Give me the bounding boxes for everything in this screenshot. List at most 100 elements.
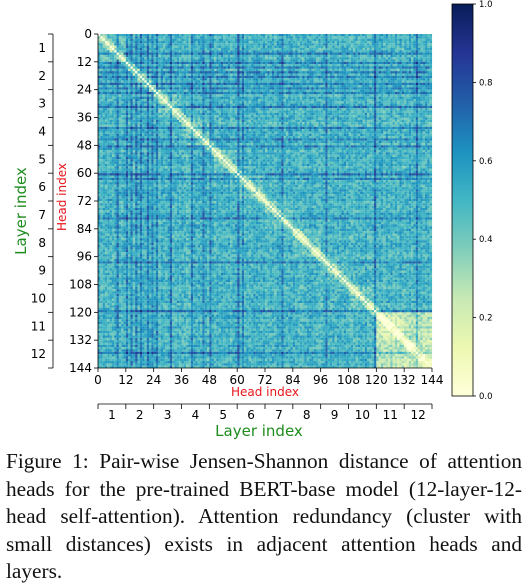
heatmap-cell: [197, 68, 201, 72]
heatmap-cell: [292, 36, 296, 39]
heatmap-cell: [186, 108, 189, 111]
heatmap-cell: [260, 50, 263, 53]
heatmap-cell: [169, 54, 173, 58]
heatmap-cell: [353, 73, 356, 76]
heatmap-cell: [276, 64, 279, 67]
heatmap-cell: [109, 80, 112, 83]
heatmap-cell: [158, 75, 161, 79]
heatmap-cell: [204, 110, 208, 113]
heatmap-cell: [343, 101, 347, 104]
heatmap-cell: [193, 87, 196, 90]
heatmap-cell: [197, 75, 201, 79]
heatmap-cell: [114, 61, 117, 65]
heatmap-cell: [406, 80, 409, 83]
heatmap-cell: [125, 101, 129, 104]
heatmap-cell: [202, 101, 205, 104]
heatmap-cell: [128, 57, 131, 60]
heatmap-cell: [276, 80, 279, 83]
heatmap-cell: [380, 68, 384, 72]
heatmap-cell: [230, 68, 233, 72]
heatmap-cell: [130, 61, 133, 65]
heatmap-cell: [197, 64, 201, 67]
heatmap-cell: [111, 91, 115, 95]
heatmap-cell: [350, 96, 354, 100]
heatmap-cell: [397, 75, 400, 79]
heatmap-cell: [306, 43, 310, 46]
heatmap-cell: [218, 78, 221, 81]
heatmap-cell: [260, 38, 263, 42]
heatmap-cell: [102, 36, 106, 39]
heatmap-cell: [160, 85, 164, 88]
heatmap-cell: [385, 52, 388, 55]
heatmap-cell: [146, 94, 150, 97]
heatmap-cell: [295, 34, 298, 37]
heatmap-cell: [334, 91, 337, 95]
heatmap-cell: [332, 61, 335, 65]
heatmap-cell: [204, 66, 208, 69]
heatmap-cell: [425, 105, 428, 109]
heatmap-cell: [176, 94, 180, 97]
heatmap-cell: [109, 71, 112, 74]
heatmap-cell: [107, 82, 110, 86]
heatmap-cell: [218, 98, 221, 102]
heatmap-cell: [137, 61, 140, 65]
heatmap-cell: [299, 38, 303, 42]
heatmap-cell: [223, 101, 226, 104]
heatmap-cell: [246, 89, 249, 93]
heatmap-cell: [427, 45, 430, 48]
heatmap-cell: [181, 64, 184, 67]
heatmap-cell: [227, 40, 231, 44]
heatmap-cell: [248, 50, 252, 53]
heatmap-cell: [179, 66, 182, 69]
heatmap-cell: [118, 85, 122, 88]
heatmap-cell: [309, 87, 312, 90]
heatmap-cell: [176, 57, 180, 60]
heatmap-cell: [418, 52, 421, 55]
heatmap-cell: [271, 98, 275, 102]
heatmap-cell: [128, 68, 131, 72]
heatmap-cell: [380, 89, 384, 93]
heatmap-cell: [246, 82, 249, 86]
heatmap-cell: [218, 71, 221, 74]
heatmap-cell: [420, 82, 423, 86]
heatmap-cell: [114, 59, 117, 62]
heatmap-cell: [232, 96, 235, 100]
heatmap-cell: [385, 61, 388, 65]
heatmap-cell: [302, 38, 305, 42]
heatmap-cell: [211, 71, 215, 74]
heatmap-cell: [348, 64, 351, 67]
heatmap-cell: [369, 68, 372, 72]
heatmap-cell: [142, 94, 145, 97]
heatmap-cell: [123, 110, 126, 113]
heatmap-cell: [353, 68, 356, 72]
heatmap-cell: [353, 87, 356, 90]
heatmap-cell: [158, 105, 161, 109]
heatmap-cell: [262, 80, 266, 83]
heatmap-cell: [399, 43, 402, 46]
heatmap-cell: [415, 61, 419, 65]
heatmap-cell: [418, 94, 421, 97]
heatmap-cell: [392, 85, 395, 88]
heatmap-cell: [295, 98, 298, 102]
heatmap-cell: [109, 52, 112, 55]
heatmap-cell: [369, 54, 372, 58]
heatmap-cell: [311, 34, 314, 37]
heatmap-cell: [216, 87, 219, 90]
heatmap-cell: [362, 82, 365, 86]
heatmap-cell: [241, 80, 245, 83]
heatmap-cell: [348, 38, 351, 42]
heatmap-cell: [165, 52, 168, 55]
heatmap-cell: [241, 47, 245, 51]
heatmap-cell: [155, 68, 159, 72]
heatmap-cell: [271, 75, 275, 79]
heatmap-cell: [297, 61, 300, 65]
heatmap-cell: [102, 87, 106, 90]
heatmap-cell: [195, 43, 198, 46]
heatmap-cell: [202, 78, 205, 81]
heatmap-cell: [181, 110, 184, 113]
heatmap-cell: [167, 98, 170, 102]
heatmap-cell: [267, 94, 270, 97]
heatmap-cell: [234, 87, 238, 90]
heatmap-cell: [339, 59, 342, 62]
heatmap-cell: [327, 96, 331, 100]
